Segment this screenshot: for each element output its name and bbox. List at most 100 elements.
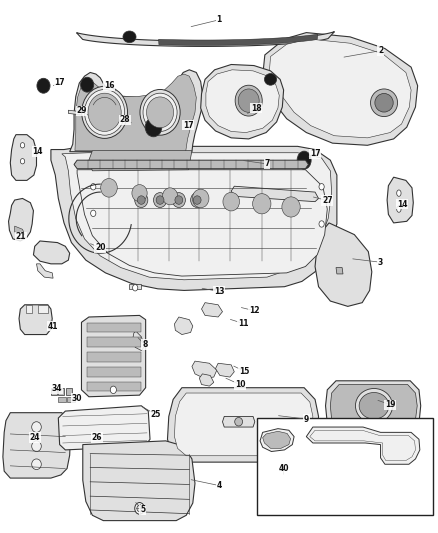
Text: 26: 26 — [92, 433, 102, 442]
Polygon shape — [174, 393, 313, 456]
Polygon shape — [87, 352, 141, 362]
Polygon shape — [87, 323, 141, 333]
Text: 5: 5 — [140, 505, 145, 514]
Ellipse shape — [297, 151, 311, 169]
Polygon shape — [14, 226, 25, 235]
Ellipse shape — [81, 86, 127, 139]
Ellipse shape — [138, 196, 145, 204]
Polygon shape — [62, 153, 332, 280]
Polygon shape — [36, 264, 53, 278]
Ellipse shape — [356, 389, 392, 423]
Ellipse shape — [37, 78, 50, 93]
Polygon shape — [58, 387, 64, 395]
Ellipse shape — [153, 192, 166, 207]
Polygon shape — [51, 147, 337, 290]
Polygon shape — [3, 413, 71, 478]
Ellipse shape — [253, 193, 271, 214]
Text: 17: 17 — [183, 120, 194, 130]
Text: 14: 14 — [397, 200, 408, 209]
Text: 34: 34 — [51, 384, 62, 393]
Polygon shape — [260, 429, 294, 451]
Text: 18: 18 — [251, 103, 261, 112]
Polygon shape — [133, 332, 145, 351]
Polygon shape — [89, 151, 192, 171]
Ellipse shape — [319, 221, 324, 227]
Polygon shape — [77, 169, 327, 276]
Text: 15: 15 — [239, 367, 250, 376]
Text: 30: 30 — [72, 394, 82, 403]
Text: 8: 8 — [142, 340, 148, 349]
Ellipse shape — [133, 285, 138, 291]
Text: 19: 19 — [385, 400, 396, 409]
Ellipse shape — [193, 196, 201, 204]
Text: 16: 16 — [104, 81, 114, 90]
Polygon shape — [130, 284, 141, 289]
Text: 7: 7 — [265, 159, 270, 168]
Polygon shape — [223, 416, 255, 427]
Polygon shape — [51, 387, 57, 395]
Ellipse shape — [101, 179, 117, 197]
Ellipse shape — [175, 196, 183, 204]
Polygon shape — [11, 135, 36, 180]
Ellipse shape — [123, 31, 136, 43]
Ellipse shape — [135, 192, 148, 207]
Polygon shape — [201, 303, 223, 317]
Ellipse shape — [359, 392, 389, 419]
Ellipse shape — [162, 188, 178, 205]
Text: 1: 1 — [216, 15, 222, 25]
Polygon shape — [9, 198, 33, 241]
Text: 29: 29 — [76, 106, 87, 115]
Polygon shape — [83, 441, 195, 521]
Polygon shape — [192, 361, 217, 378]
Text: 17: 17 — [54, 78, 65, 87]
Polygon shape — [310, 430, 416, 461]
Text: 11: 11 — [238, 319, 248, 328]
Ellipse shape — [156, 196, 164, 204]
Polygon shape — [387, 177, 413, 223]
Polygon shape — [167, 387, 318, 462]
Text: 10: 10 — [235, 380, 245, 389]
Ellipse shape — [140, 90, 180, 135]
Polygon shape — [306, 427, 420, 464]
Polygon shape — [38, 305, 48, 313]
Polygon shape — [215, 364, 234, 377]
Text: 27: 27 — [322, 196, 332, 205]
Polygon shape — [58, 406, 150, 450]
Text: 40: 40 — [279, 464, 289, 473]
Ellipse shape — [235, 85, 262, 116]
Ellipse shape — [32, 441, 41, 451]
Ellipse shape — [32, 459, 41, 470]
Polygon shape — [66, 387, 72, 395]
Ellipse shape — [137, 505, 142, 512]
Polygon shape — [231, 186, 318, 201]
Polygon shape — [87, 337, 141, 347]
Polygon shape — [26, 305, 32, 313]
Ellipse shape — [371, 89, 398, 117]
Ellipse shape — [172, 192, 185, 207]
Text: 12: 12 — [249, 306, 259, 315]
Polygon shape — [315, 223, 372, 306]
Text: 17: 17 — [310, 149, 320, 158]
Polygon shape — [263, 431, 290, 448]
Ellipse shape — [20, 159, 25, 164]
Polygon shape — [201, 64, 284, 139]
Polygon shape — [99, 119, 113, 123]
Polygon shape — [33, 241, 70, 264]
Ellipse shape — [88, 93, 121, 132]
Ellipse shape — [85, 90, 125, 135]
Polygon shape — [68, 110, 86, 116]
Polygon shape — [81, 316, 146, 397]
Polygon shape — [75, 74, 196, 151]
Ellipse shape — [147, 97, 173, 128]
Text: 24: 24 — [29, 433, 40, 442]
Ellipse shape — [375, 93, 393, 112]
Ellipse shape — [319, 183, 324, 190]
Polygon shape — [58, 397, 66, 401]
Ellipse shape — [265, 74, 277, 85]
Polygon shape — [77, 31, 335, 46]
Polygon shape — [87, 367, 141, 376]
Ellipse shape — [191, 192, 204, 207]
Ellipse shape — [110, 386, 117, 393]
Polygon shape — [67, 397, 75, 401]
Polygon shape — [199, 374, 214, 386]
